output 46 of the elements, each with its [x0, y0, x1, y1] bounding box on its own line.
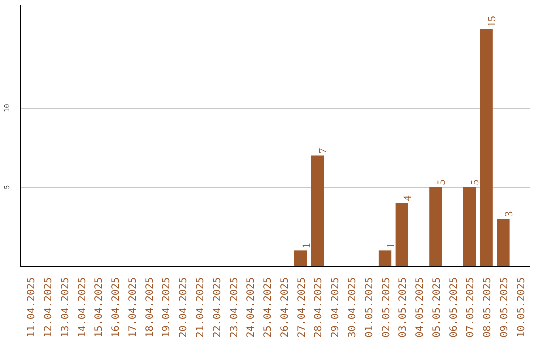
- x-tick-label: 08.05.2025: [482, 277, 494, 338]
- data-label: 3: [503, 211, 516, 218]
- x-tick-label: 07.05.2025: [466, 277, 477, 338]
- x-tick-label: 25.04.2025: [263, 277, 274, 338]
- x-tick-label: 05.05.2025: [432, 277, 443, 338]
- bar: [294, 250, 308, 266]
- x-tick-label: 15.04.2025: [94, 277, 106, 338]
- x-tick-label: 21.04.2025: [196, 277, 207, 338]
- x-tick-label: 30.04.2025: [347, 277, 358, 338]
- x-tick-label: 06.05.2025: [448, 277, 460, 338]
- data-label: 1: [300, 243, 313, 249]
- x-tick-label: 27.04.2025: [296, 277, 308, 338]
- data-label: 5: [436, 179, 448, 186]
- data-label: 1: [385, 243, 398, 249]
- bar: [480, 29, 493, 266]
- x-tick-label: 11.04.2025: [26, 277, 38, 338]
- x-tick-label: 18.04.2025: [144, 277, 156, 338]
- x-tick-label: 19.04.2025: [162, 277, 173, 338]
- x-tick-label: 02.05.2025: [381, 277, 392, 338]
- x-tick-label: 13.04.2025: [60, 277, 72, 338]
- x-tick-label: 29.04.2025: [330, 277, 342, 338]
- x-tick-label: 01.05.2025: [364, 277, 376, 338]
- data-label: 15: [486, 16, 499, 28]
- bar: [463, 187, 476, 266]
- data-label: 5: [470, 179, 482, 186]
- data-label: 7: [318, 148, 330, 154]
- x-tick-label: 10.05.2025: [516, 277, 528, 338]
- x-tick-label: 09.05.2025: [499, 277, 510, 338]
- x-tick-label: 28.04.2025: [314, 277, 325, 338]
- x-tick-label: 17.04.2025: [128, 277, 139, 338]
- x-tick-label: 12.04.2025: [44, 277, 55, 338]
- x-tick-label: 26.04.2025: [280, 277, 291, 338]
- x-tick-label: 14.04.2025: [77, 277, 88, 338]
- x-tick-label: 16.04.2025: [111, 277, 122, 338]
- x-tick-label: 20.04.2025: [178, 277, 190, 338]
- bar: [396, 203, 408, 266]
- data-label: 4: [402, 195, 414, 202]
- x-tick-label: 03.05.2025: [398, 277, 410, 338]
- bar: [311, 156, 324, 266]
- x-tick-label: 04.05.2025: [415, 277, 426, 338]
- x-tick-label: 22.04.2025: [212, 277, 224, 338]
- bar: [378, 250, 392, 266]
- bar: [430, 187, 442, 266]
- x-tick-label: 24.04.2025: [246, 277, 258, 338]
- x-tick-label: 23.04.2025: [229, 277, 240, 338]
- bar: [497, 219, 510, 266]
